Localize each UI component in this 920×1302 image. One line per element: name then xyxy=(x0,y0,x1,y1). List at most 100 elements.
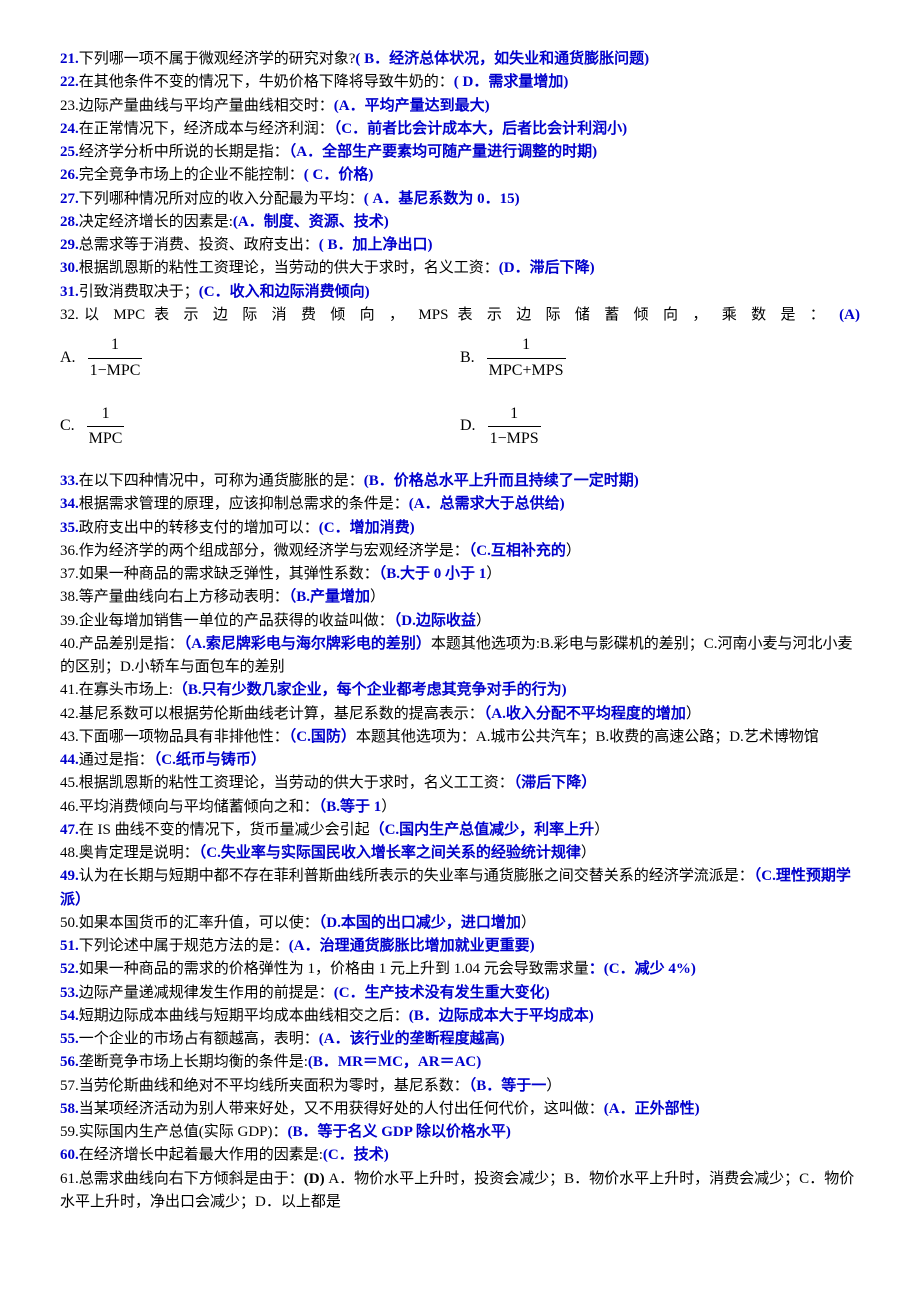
q57-ans: （B．等于一 xyxy=(469,1078,547,1094)
q38-text: 38.等产量曲线向右上方移动表明： xyxy=(60,589,289,605)
q39-tail: ） xyxy=(476,613,491,629)
formula-b-bot: MPC+MPS xyxy=(487,358,566,384)
q27-ans: ( A．基尼系数为 0．15) xyxy=(364,191,520,207)
q42-text: 42.基尼系数可以根据劳伦斯曲线老计算，基尼系数的提高表示： xyxy=(60,706,484,722)
q36-ans: （C.互相补充的 xyxy=(469,543,566,559)
q60-ans: (C．技术) xyxy=(323,1147,389,1163)
q43-tail: 本题其他选项为：A.城市公共汽车；B.收费的高速公路；D.艺术博物馆 xyxy=(356,729,819,745)
q51-text: 下列论述中属于规范方法的是： xyxy=(79,938,289,954)
q46-ans: （B.等于 1 xyxy=(319,799,382,815)
q60-text: 在经济增长中起着最大作用的因素是: xyxy=(79,1147,323,1163)
q40-ans: （A.索尼牌彩电与海尔牌彩电的差别） xyxy=(184,636,431,652)
q53-ans: (C．生产技术没有发生重大变化) xyxy=(334,985,550,1001)
formula-a-label: A. xyxy=(60,346,76,371)
q25-num: 25. xyxy=(60,144,79,160)
q21-ans: ( B．经济总体状况，如失业和通货膨胀问题) xyxy=(355,51,649,67)
q56-num: 56. xyxy=(60,1054,79,1070)
q47-ans: （C.国内生产总值减少，利率上升 xyxy=(370,822,595,838)
q21-num: 21. xyxy=(60,51,79,67)
q53-num: 53. xyxy=(60,985,79,1001)
q41-ans: （B.只有少数几家企业，每个企业都考虑其竞争对手的行为) xyxy=(173,682,567,698)
q40-text: 40.产品差别是指： xyxy=(60,636,184,652)
q39-ans: （D.边际收益 xyxy=(394,613,476,629)
q47-text: 在 IS 曲线不变的情况下，货币量减少会引起 xyxy=(79,822,370,838)
q34-text: 根据需求管理的原理，应该抑制总需求的条件是： xyxy=(79,496,409,512)
q28-ans: (A．制度、资源、技术) xyxy=(233,214,389,230)
formula-d-top: 1 xyxy=(508,402,520,427)
q28-text: 决定经济增长的因素是: xyxy=(79,214,233,230)
q52-text: 如果一种商品的需求的价格弹性为 1，价格由 1 元上升到 1.04 元会导致需求… xyxy=(79,961,589,977)
formula-c-bot: MPC xyxy=(87,426,125,452)
q58-num: 58. xyxy=(60,1101,79,1117)
q33-num: 33. xyxy=(60,473,79,489)
formula-a: A. 11−MPC xyxy=(60,333,460,384)
q24-text: 在正常情况下，经济成本与经济利润： xyxy=(79,121,334,137)
q58-text: 当某项经济活动为别人带来好处，又不用获得好处的人付出任何代价，这叫做： xyxy=(79,1101,604,1117)
q54-text: 短期边际成本曲线与短期平均成本曲线相交之后： xyxy=(79,1008,409,1024)
q38-ans: （B.产量增加 xyxy=(289,589,370,605)
q38-tail: ） xyxy=(370,589,385,605)
q50-text: 50.如果本国货币的汇率升值，可以使： xyxy=(60,915,319,931)
formula-d-bot: 1−MPS xyxy=(488,426,541,452)
q21-text: 下列哪一项不属于微观经济学的研究对象? xyxy=(79,51,356,67)
q33-ans: (B．价格总水平上升而且持续了一定时期) xyxy=(364,473,639,489)
q24-ans: （C．前者比会计成本大，后者比会计利润小) xyxy=(334,121,627,137)
q31-text: 引致消费取决于； xyxy=(79,284,199,300)
formula-row-2: C. 1MPC D. 11−MPS xyxy=(60,402,860,453)
q29-num: 29. xyxy=(60,237,79,253)
formula-b-top: 1 xyxy=(520,333,532,358)
q55-text: 一个企业的市场占有额越高，表明： xyxy=(79,1031,319,1047)
q59-ans: (B．等于名义 GDP 除以价格水平) xyxy=(288,1124,511,1140)
q48-tail: ） xyxy=(581,845,596,861)
formula-d: D. 11−MPS xyxy=(460,402,860,453)
q32-ans: (A) xyxy=(839,307,860,323)
q36-tail: ） xyxy=(566,543,581,559)
q50-tail: ） xyxy=(521,915,536,931)
q59-text: 59.实际国内生产总值(实际 GDP)： xyxy=(60,1124,288,1140)
q57-tail: ） xyxy=(546,1078,561,1094)
q52-ans: ：(C．减少 4%) xyxy=(589,961,696,977)
q47-tail: ） xyxy=(594,822,609,838)
q35-text: 政府支出中的转移支付的增加可以： xyxy=(79,520,319,536)
q42-ans: （A.收入分配不平均程度的增加 xyxy=(484,706,686,722)
q31-ans: (C．收入和边际消费倾向) xyxy=(199,284,370,300)
q49-num: 49. xyxy=(60,868,79,884)
q22-text: 在其他条件不变的情况下，牛奶价格下降将导致牛奶的： xyxy=(79,74,454,90)
q35-num: 35. xyxy=(60,520,79,536)
q45-text: 45.根据凯恩斯的粘性工资理论，当劳动的供大于求时，名义工工资： xyxy=(60,775,514,791)
q30-num: 30. xyxy=(60,260,79,276)
q56-text: 垄断竞争市场上长期均衡的条件是: xyxy=(79,1054,308,1070)
q25-ans: （A．全部生产要素均可随产量进行调整的时期) xyxy=(289,144,597,160)
q48-text: 48.奥肯定理是说明： xyxy=(60,845,199,861)
q46-text: 46.平均消费倾向与平均储蓄倾向之和： xyxy=(60,799,319,815)
formula-a-bot: 1−MPC xyxy=(88,358,143,384)
q42-tail: ） xyxy=(686,706,701,722)
q54-num: 54. xyxy=(60,1008,79,1024)
q51-ans: (A．治理通货膨胀比增加就业更重要) xyxy=(289,938,535,954)
q60-num: 60. xyxy=(60,1147,79,1163)
q35-ans: (C．增加消费) xyxy=(319,520,415,536)
q22-num: 22. xyxy=(60,74,79,90)
q57-text: 57.当劳伦斯曲线和绝对不平均线所夹面积为零时，基尼系数： xyxy=(60,1078,469,1094)
q34-ans: (A．总需求大于总供给) xyxy=(409,496,565,512)
formula-d-label: D. xyxy=(460,414,476,439)
formula-c-top: 1 xyxy=(100,402,112,427)
q54-ans: (B．边际成本大于平均成本) xyxy=(409,1008,594,1024)
q30-ans: (D．滞后下降) xyxy=(499,260,595,276)
q37-text: 37.如果一种商品的需求缺乏弹性，其弹性系数： xyxy=(60,566,379,582)
q29-text: 总需求等于消费、投资、政府支出： xyxy=(79,237,319,253)
q33-text: 在以下四种情况中，可称为通货膨胀的是： xyxy=(79,473,364,489)
q24-num: 24. xyxy=(60,121,79,137)
q43-text: 43.下面哪一项物品具有非排他性： xyxy=(60,729,289,745)
q47-num: 47. xyxy=(60,822,79,838)
q39-text: 39.企业每增加销售一单位的产品获得的收益叫做： xyxy=(60,613,394,629)
q37-ans: （B.大于 0 小于 1 xyxy=(379,566,487,582)
formula-b-label: B. xyxy=(460,346,475,371)
q44-num: 44. xyxy=(60,752,79,768)
q25-text: 经济学分析中所说的长期是指： xyxy=(79,144,289,160)
q26-num: 26. xyxy=(60,167,79,183)
formula-c-label: C. xyxy=(60,414,75,439)
formula-a-top: 1 xyxy=(109,333,121,358)
formula-c: C. 1MPC xyxy=(60,402,460,453)
q55-ans: (A．该行业的垄断程度越高) xyxy=(319,1031,505,1047)
